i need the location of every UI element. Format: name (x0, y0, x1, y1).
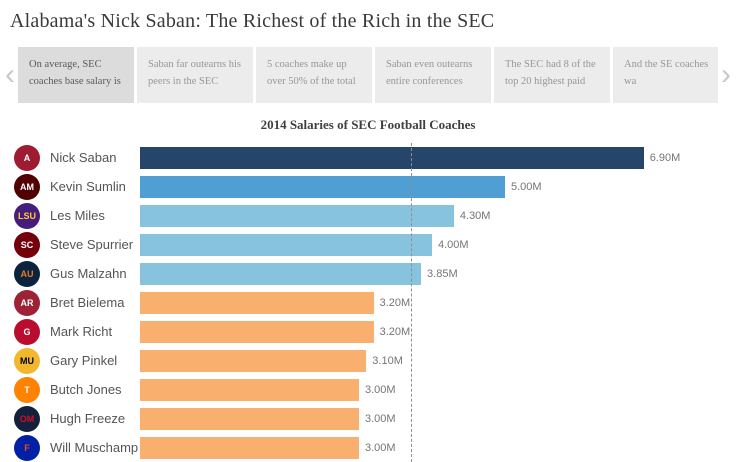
carousel-next-icon[interactable]: › (721, 58, 731, 91)
salary-bar (140, 407, 359, 430)
salary-bar (140, 233, 432, 256)
coach-name: Gus Malzahn (50, 266, 127, 281)
chart-row: AU Gus Malzahn 3.85M (14, 259, 736, 288)
chart-row: AM Kevin Sumlin 5.00M (14, 172, 736, 201)
salary-value-label: 6.90M (649, 151, 681, 164)
team-logo-tennessee-icon: T (14, 376, 40, 403)
salary-value-label: 5.00M (511, 180, 542, 193)
salary-value-label: 4.00M (438, 238, 469, 251)
chart-row: F Will Muschamp 3.00M (14, 433, 736, 462)
coach-name: Kevin Sumlin (50, 179, 126, 194)
chart-row: OM Hugh Freeze 3.00M (14, 404, 736, 433)
team-logo-south-carolina-icon: SC (14, 231, 40, 258)
chart-row: T Butch Jones 3.00M (14, 375, 736, 404)
team-logo-auburn-icon: AU (14, 260, 40, 287)
salary-bar (140, 349, 367, 372)
coach-name: Steve Spurrier (50, 237, 134, 252)
coach-name: Mark Richt (50, 324, 113, 339)
team-logo-ole-miss-icon: OM (14, 405, 40, 432)
salary-bar (140, 204, 454, 227)
carousel-card-entire-conferences[interactable]: Saban even outearns entire conferences (375, 47, 491, 103)
carousel-card-five-coaches[interactable]: 5 coaches make up over 50% of the total (256, 47, 372, 103)
coach-name: Bret Bielema (50, 295, 125, 310)
chart-row: MU Gary Pinkel 3.10M (14, 346, 736, 375)
carousel-cards: On average, SEC coaches base salary is S… (18, 47, 718, 103)
salary-value-label: 3.20M (379, 325, 411, 338)
carousel-card-top-20[interactable]: The SEC had 8 of the top 20 highest paid (494, 47, 610, 103)
salary-bar (140, 262, 422, 285)
coach-name: Les Miles (50, 208, 105, 223)
salary-value-label: 3.20M (379, 296, 411, 309)
salary-value-label: 3.00M (365, 383, 396, 396)
chart-row: SC Steve Spurrier 4.00M (14, 230, 736, 259)
carousel-card-saban-outearns[interactable]: Saban far outearns his peers in the SEC (137, 47, 253, 103)
chart-row: LSU Les Miles 4.30M (14, 201, 736, 230)
chart-row: AR Bret Bielema 3.20M (14, 288, 736, 317)
salary-bar (140, 291, 374, 314)
salary-bar (140, 146, 644, 169)
salary-value-label: 3.00M (365, 412, 396, 425)
salary-value-label: 4.30M (459, 209, 491, 222)
coach-name: Hugh Freeze (50, 411, 126, 426)
salary-bar (140, 436, 359, 459)
chart-row: A Nick Saban 6.90M (14, 143, 736, 172)
team-logo-missouri-icon: MU (14, 347, 40, 374)
salary-bar (140, 378, 359, 401)
team-logo-lsu-icon: LSU (14, 202, 40, 229)
team-logo-texas-a-m-icon: AM (14, 173, 40, 200)
coach-name: Will Muschamp (50, 440, 139, 455)
average-salary-reference-line (410, 143, 412, 462)
team-logo-arkansas-icon: AR (14, 289, 40, 316)
salary-value-label: 3.85M (427, 267, 458, 280)
chart-row: G Mark Richt 3.20M (14, 317, 736, 346)
chart-rows: A Nick Saban 6.90M AM Kevin Sumlin 5.00M LSU Le… (0, 143, 736, 462)
coach-name: Nick Saban (50, 150, 117, 165)
chart-title: 2014 Salaries of SEC Football Coaches (260, 117, 476, 132)
page-title: Alabama's Nick Saban: The Richest of the… (10, 10, 495, 32)
team-logo-georgia-icon: G (14, 318, 40, 345)
carousel-card-average-salary[interactable]: On average, SEC coaches base salary is (18, 47, 134, 103)
salary-value-label: 3.00M (365, 441, 396, 454)
story-carousel: ‹ On average, SEC coaches base salary is… (2, 45, 734, 105)
salary-bar (140, 175, 505, 198)
coach-name: Gary Pinkel (50, 353, 118, 368)
team-logo-alabama-icon: A (14, 144, 40, 171)
carousel-prev-icon[interactable]: ‹ (5, 58, 15, 91)
carousel-card-truncated[interactable]: And the SE coaches wa (613, 47, 718, 103)
salary-value-label: 3.10M (372, 354, 403, 367)
team-logo-florida-icon: F (14, 434, 40, 461)
coach-name: Butch Jones (50, 382, 122, 397)
salary-bar (140, 320, 374, 343)
